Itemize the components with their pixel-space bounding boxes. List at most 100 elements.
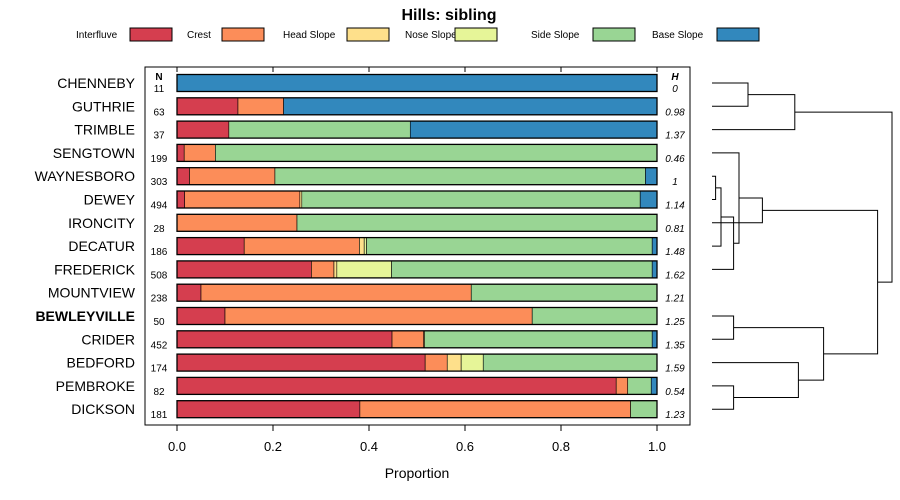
legend-swatch — [129, 27, 173, 42]
dendrogram-branch — [733, 327, 825, 381]
bar-segment — [243, 237, 360, 255]
legend-swatch — [221, 27, 265, 42]
bar-segment — [639, 190, 658, 209]
bar-segment — [366, 237, 653, 255]
h-value: 1.48 — [665, 247, 685, 258]
n-value: 28 — [153, 224, 165, 235]
n-value: 82 — [153, 387, 165, 398]
bar-segment — [409, 120, 658, 139]
h-value: 1.21 — [665, 294, 684, 305]
bar-segment — [296, 214, 658, 232]
bar-segment — [176, 307, 226, 325]
h-value: 1.62 — [665, 270, 685, 281]
bar-outline — [176, 97, 658, 116]
bar-segment — [176, 214, 298, 232]
bar-segment — [651, 237, 658, 255]
dendrogram-branch — [712, 187, 722, 247]
legend-label: Nose Slope — [405, 30, 457, 41]
bar-outline — [176, 330, 658, 349]
n-value: 494 — [151, 201, 168, 212]
bar-outline — [176, 306, 658, 326]
n-value: 174 — [151, 364, 168, 375]
bar-segment — [391, 330, 425, 349]
row-label: MOUNTVIEW — [48, 285, 136, 301]
bar-segment — [176, 97, 239, 116]
n-value: 452 — [151, 340, 168, 351]
bar-segment — [176, 237, 245, 255]
h-value: 0.46 — [665, 154, 685, 165]
dendrogram-branch — [712, 175, 717, 200]
bar-segment — [391, 260, 653, 279]
bar-row: TRIMBLE 37 1.37 — [74, 120, 685, 142]
bar-outline — [176, 376, 658, 396]
x-tick-label: 0.0 — [168, 439, 186, 454]
dendrogram-branch — [762, 209, 879, 355]
h-column-header: H — [671, 72, 679, 83]
bar-outline — [176, 236, 658, 256]
n-value: 63 — [153, 107, 165, 118]
bar-segment — [651, 260, 658, 279]
legend-label: Side Slope — [531, 30, 580, 41]
bar-row: MOUNTVIEW 238 1.21 — [48, 283, 685, 305]
bar-row: DECATUR 186 1.48 — [68, 236, 685, 258]
chart-title: Hills: sibling — [401, 7, 496, 24]
n-value: 303 — [151, 177, 168, 188]
bar-outline — [176, 353, 658, 372]
plot-frame — [144, 66, 691, 426]
bar-row: BEDFORD 174 1.59 — [67, 353, 685, 375]
row-label: BEDFORD — [67, 355, 135, 371]
h-value: 0.98 — [665, 107, 685, 118]
bar-segment — [176, 400, 361, 419]
x-tick-label: 0.6 — [456, 439, 474, 454]
bar-segment — [176, 167, 190, 185]
x-tick-label: 0.4 — [360, 439, 378, 454]
row-label: CHENNEBY — [57, 75, 135, 91]
legend-swatch — [716, 27, 760, 42]
bar-segment — [651, 330, 658, 349]
bar-row: PEMBROKE 82 0.54 — [56, 376, 685, 398]
bar-row: IRONCITY 28 0.81 — [68, 213, 685, 235]
legend-label: Crest — [187, 30, 211, 41]
bar-segment — [274, 167, 646, 185]
bar-outline — [176, 213, 658, 232]
bar-row: DEWEY 494 1.14 — [84, 190, 685, 212]
dendrogram-branch — [712, 385, 735, 410]
bar-segment — [311, 260, 335, 279]
h-value: 1 — [672, 177, 678, 188]
x-axis: 0.0 0.2 0.4 0.6 0.8 1.0 — [168, 67, 666, 454]
bar-segment — [531, 307, 658, 325]
legend-swatch — [454, 27, 498, 42]
legend-swatch — [592, 27, 636, 42]
bar-segment — [359, 400, 631, 419]
legend-swatch — [346, 27, 390, 42]
bar-segment — [650, 377, 658, 395]
n-column-header: N — [155, 72, 162, 83]
h-value: 1.14 — [665, 201, 685, 212]
bar-outline — [176, 190, 658, 209]
row-label: GUTHRIE — [72, 98, 135, 114]
bar-segment — [470, 283, 658, 302]
n-value: 199 — [151, 154, 168, 165]
bar-segment — [460, 353, 484, 372]
row-label: IRONCITY — [68, 215, 136, 231]
h-value: 1.37 — [665, 131, 685, 142]
bar-segment — [215, 144, 658, 162]
bar-segment — [176, 283, 202, 302]
h-value: 1.23 — [665, 410, 685, 421]
bar-row: SENGTOWN 199 0.46 — [53, 143, 685, 165]
dendrogram-branch — [712, 362, 799, 399]
h-value: 1.59 — [665, 364, 685, 375]
bar-outline — [176, 120, 658, 139]
row-label: SENGTOWN — [53, 145, 135, 161]
bar-row: DICKSON 181 1.23 — [71, 400, 685, 421]
n-value: 11 — [154, 84, 165, 95]
h-value: 1.35 — [665, 340, 685, 351]
row-label: TRIMBLE — [74, 122, 135, 138]
h-value: 0 — [672, 84, 678, 95]
bar-segment — [237, 97, 284, 116]
n-value: 186 — [151, 247, 168, 258]
bar-segment — [363, 237, 367, 255]
bar-segment — [424, 353, 448, 372]
